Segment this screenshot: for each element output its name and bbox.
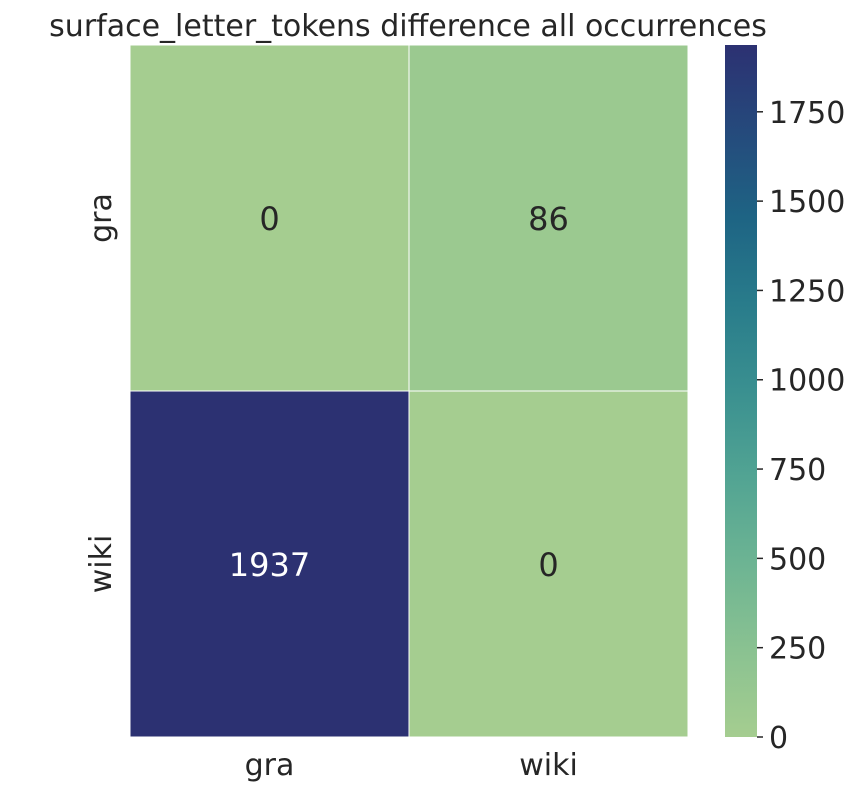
colorbar-tick-label: 1250: [769, 274, 845, 309]
y-tick-label: wiki: [84, 535, 119, 594]
y-axis-ticks: gra wiki: [84, 193, 119, 593]
colorbar-tick-label: 750: [769, 453, 826, 488]
cell-value-label: 86: [528, 200, 569, 238]
colorbar-tick-label: 1500: [769, 185, 845, 220]
x-axis-ticks: gra wiki: [245, 748, 578, 783]
cell-value-label: 0: [538, 546, 558, 584]
colorbar-tick-label: 0: [769, 721, 788, 756]
colorbar: [725, 45, 757, 737]
colorbar-tick-label: 250: [769, 632, 826, 667]
cell-value-label: 1937: [229, 546, 310, 584]
x-tick-label: gra: [245, 748, 295, 783]
y-tick-label: gra: [84, 193, 119, 243]
chart-title: surface_letter_tokens difference all occ…: [49, 9, 767, 44]
colorbar-tick-label: 500: [769, 542, 826, 577]
heatmap-cell: [408, 44, 689, 392]
colorbar-tick-label: 1750: [769, 96, 845, 131]
colorbar-tick-label: 1000: [769, 364, 845, 399]
colorbar-ticks: 0 250 500 750 1000 1250 1500 1750: [757, 96, 845, 756]
heatmap-cell: [408, 390, 689, 738]
heatmap-cell: [129, 44, 410, 392]
cell-value-label: 0: [259, 200, 279, 238]
x-tick-label: wiki: [519, 748, 578, 783]
heatmap-cells: [129, 44, 689, 738]
heatmap-cell-labels: 0 86 1937 0: [229, 200, 569, 584]
heatmap-cell: [129, 390, 410, 738]
